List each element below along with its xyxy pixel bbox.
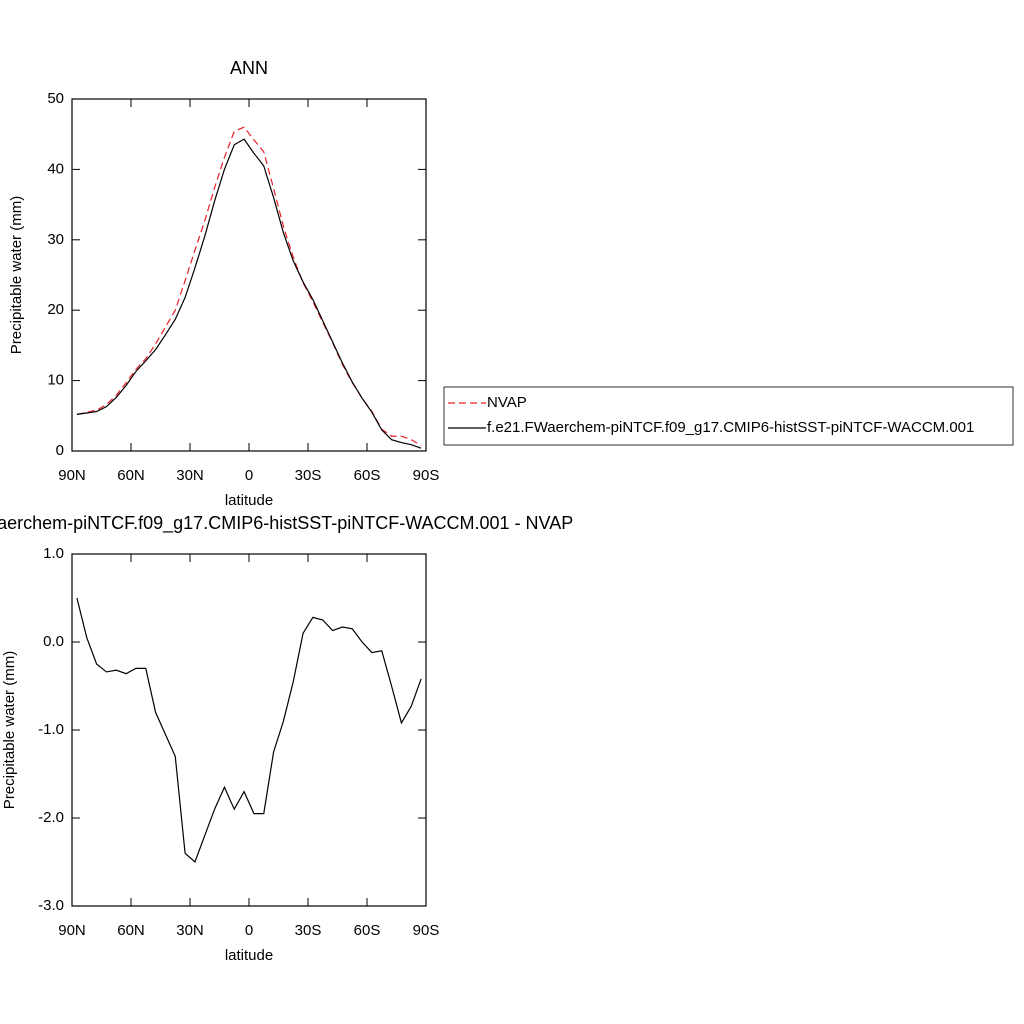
y-tick-label: -3.0 — [38, 897, 64, 914]
y-tick-label: 0.0 — [43, 633, 64, 650]
y-tick-label: 30 — [47, 231, 64, 248]
plot-frame — [71, 553, 427, 907]
legend-box — [443, 386, 1014, 446]
data-line — [76, 126, 422, 446]
x-tick-label: 60N — [117, 467, 145, 484]
x-axis-label: latitude — [225, 492, 273, 509]
y-axis-label: Precipitable water (mm) — [1, 651, 18, 809]
x-tick-label: 60S — [354, 922, 381, 939]
x-tick-label: 30N — [176, 467, 204, 484]
x-tick-label: 0 — [245, 922, 253, 939]
y-axis-label: Precipitable water (mm) — [8, 196, 25, 354]
y-tick-label: -2.0 — [38, 809, 64, 826]
legend-label: NVAP — [487, 394, 527, 411]
x-tick-label: 30N — [176, 922, 204, 939]
x-tick-label: 90S — [413, 922, 440, 939]
x-tick-label: 90N — [58, 922, 86, 939]
chart-title: f.e21.FWaerchem-piNTCF.f09_g17.CMIP6-his… — [0, 513, 573, 534]
y-tick-label: 10 — [47, 372, 64, 389]
x-tick-label: 90S — [413, 467, 440, 484]
x-tick-label: 60S — [354, 467, 381, 484]
y-tick-label: 20 — [47, 301, 64, 318]
x-tick-label: 30S — [295, 467, 322, 484]
x-axis-label: latitude — [225, 947, 273, 964]
data-line — [76, 138, 422, 449]
y-tick-label: 1.0 — [43, 545, 64, 562]
x-tick-label: 30S — [295, 922, 322, 939]
legend-label: f.e21.FWaerchem-piNTCF.f09_g17.CMIP6-his… — [487, 419, 974, 436]
x-tick-label: 0 — [245, 467, 253, 484]
y-tick-label: 50 — [47, 90, 64, 107]
y-tick-label: 0 — [56, 442, 64, 459]
y-tick-label: 40 — [47, 160, 64, 177]
y-tick-label: -1.0 — [38, 721, 64, 738]
data-line — [76, 597, 422, 864]
x-tick-label: 90N — [58, 467, 86, 484]
x-tick-label: 60N — [117, 922, 145, 939]
plot-frame — [71, 98, 427, 452]
chart-title: ANN — [230, 58, 268, 78]
